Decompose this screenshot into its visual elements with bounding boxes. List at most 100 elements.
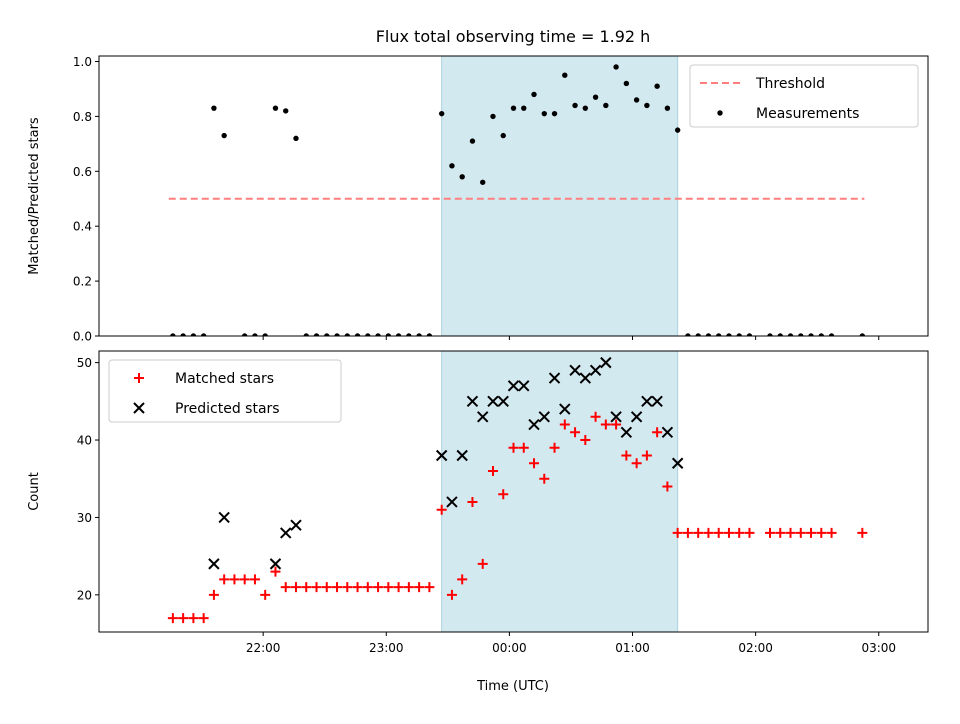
measurements-point xyxy=(426,333,433,336)
top-y-tick-label: 1.0 xyxy=(73,55,92,69)
matched-stars-point xyxy=(611,419,622,430)
matched-stars-point xyxy=(580,435,591,446)
measurements-point xyxy=(572,102,578,109)
measurements-point xyxy=(438,110,445,117)
matched-stars-point xyxy=(816,527,827,538)
matched-stars-point xyxy=(311,582,322,593)
matched-stars-point xyxy=(785,527,796,538)
predicted-stars-point xyxy=(487,395,499,408)
matched-stars-point xyxy=(693,527,704,538)
matched-stars-point xyxy=(280,582,291,593)
matched-stars-point xyxy=(321,582,332,593)
matched-stars-point xyxy=(373,582,384,593)
measurements-point xyxy=(859,333,866,336)
predicted-stars-point xyxy=(290,519,302,531)
predicted-stars-point xyxy=(671,457,684,469)
matched-stars-point xyxy=(662,481,673,492)
matched-stars-point xyxy=(393,582,404,593)
matched-stars-point xyxy=(219,574,230,585)
measurements-point xyxy=(211,105,217,111)
matched-stars-point xyxy=(795,527,806,538)
legend-box xyxy=(689,64,919,128)
matched-stars-point xyxy=(403,582,414,593)
matched-stars-point xyxy=(539,473,550,484)
predicted-stars-point xyxy=(507,380,520,392)
matched-stars-point xyxy=(826,527,837,538)
top-y-tick-label: 0.2 xyxy=(73,275,92,289)
predicted-stars-point xyxy=(518,380,530,392)
bottom-frame xyxy=(98,350,929,633)
matched-stars-point xyxy=(682,527,693,538)
measurements-point xyxy=(241,333,248,336)
measurements-point xyxy=(664,105,671,111)
matched-stars-point xyxy=(362,582,373,593)
top-y-tick-label: 0.0 xyxy=(73,330,92,344)
x-tick-label: 23:00 xyxy=(369,641,404,655)
measurements-point xyxy=(490,113,496,120)
matched-stars-point xyxy=(672,527,683,538)
x-tick-label: 03:00 xyxy=(861,641,896,655)
measurements-point xyxy=(828,333,835,336)
matched-stars-point xyxy=(167,613,178,624)
legend-predicted-stars-swatch xyxy=(133,402,145,414)
matched-stars-point xyxy=(775,527,786,538)
measurements-point xyxy=(354,333,361,336)
predicted-stars-point xyxy=(435,449,448,462)
matched-stars-point xyxy=(352,582,363,593)
matched-stars-point xyxy=(270,566,281,577)
measurements-point xyxy=(674,127,681,133)
predicted-stars-point xyxy=(661,426,674,438)
matched-stars-point xyxy=(518,442,529,453)
top-y-tick-label: 0.4 xyxy=(73,220,92,234)
legend-measurements-label: Measurements xyxy=(756,106,859,122)
top-y-tick-label: 0.6 xyxy=(73,165,92,179)
measurements-point xyxy=(726,333,732,336)
matched-stars-point xyxy=(713,527,724,538)
measurements-point xyxy=(715,333,722,336)
matched-stars-point xyxy=(457,574,468,585)
predicted-stars-point xyxy=(569,364,581,377)
measurements-point xyxy=(767,333,773,336)
legend-matched-stars-label: Matched stars xyxy=(175,371,274,387)
predicted-stars-point xyxy=(466,395,479,408)
matched-stars-point xyxy=(764,527,775,538)
matched-stars-point xyxy=(590,411,601,422)
top-y-tick-label: 0.8 xyxy=(73,110,92,124)
matched-stars-point xyxy=(529,458,540,469)
matched-stars-point xyxy=(446,589,457,600)
measurements-point xyxy=(818,333,824,336)
measurements-point xyxy=(603,102,609,109)
predicted-stars-point xyxy=(497,395,509,408)
matched-stars-point xyxy=(383,582,394,593)
predicted-stars-point xyxy=(620,426,633,438)
bottom-y-tick-label: 20 xyxy=(77,588,92,602)
predicted-stars-point xyxy=(548,372,561,384)
bottom-legend: Matched stars Predicted stars xyxy=(108,359,342,423)
bottom-plot-area xyxy=(167,356,868,624)
legend-threshold-label: Threshold xyxy=(755,76,825,92)
measurements-point xyxy=(283,108,289,114)
measurements-point xyxy=(613,64,619,70)
predicted-stars-point xyxy=(269,558,282,570)
bottom-y-tick-label: 40 xyxy=(77,434,92,448)
measurements-point xyxy=(459,174,465,180)
measurements-point xyxy=(324,333,330,336)
predicted-stars-point xyxy=(456,449,468,462)
measurements-point xyxy=(262,333,268,336)
measurements-point xyxy=(170,333,176,336)
measurements-point xyxy=(798,333,804,336)
matched-stars-point xyxy=(498,489,509,500)
measurements-point xyxy=(395,333,402,336)
predicted-stars-point xyxy=(600,356,612,369)
measurements-point xyxy=(334,333,340,336)
measurements-point xyxy=(705,333,712,336)
matched-stars-point xyxy=(734,527,745,538)
x-tick-label: 22:00 xyxy=(246,641,281,655)
measurements-point xyxy=(313,333,320,336)
bottom-panel: 20 30 40 50 22:00 23:00 00:00 01:00 02:00 03:00 Co… xyxy=(27,350,929,655)
measurements-point xyxy=(654,83,660,89)
matched-stars-point xyxy=(467,496,478,507)
matched-stars-point xyxy=(508,442,519,453)
measurements-point xyxy=(808,333,814,336)
predicted-stars-point xyxy=(630,411,643,423)
